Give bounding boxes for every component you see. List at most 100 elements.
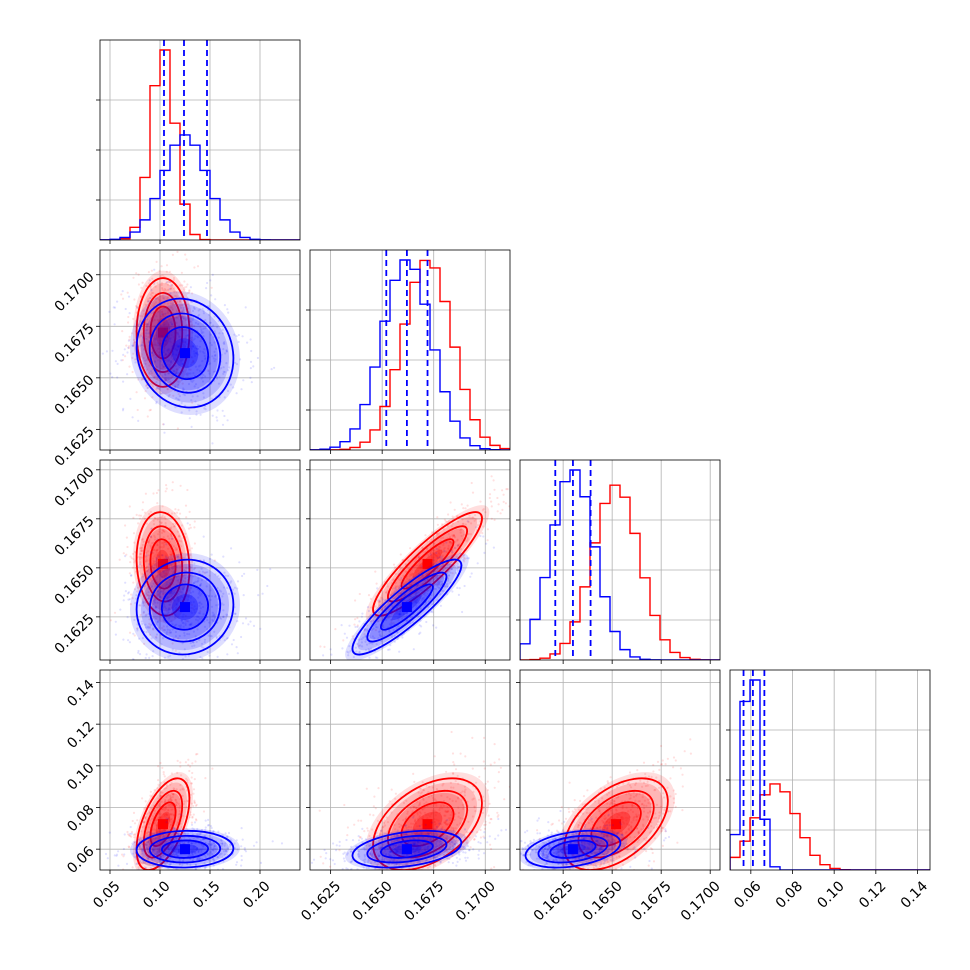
blue-sample-point (384, 604, 387, 608)
red-sample-point (147, 336, 150, 339)
blue-sample-point (376, 587, 379, 590)
blue-sample-point (210, 595, 214, 598)
blue-sample-point (250, 349, 253, 353)
red-sample-point (171, 796, 174, 799)
red-sample-point (459, 529, 462, 532)
red-sample-point (188, 510, 191, 513)
blue-sample-point (448, 574, 451, 577)
red-sample-point (168, 816, 171, 819)
red-sample-point (189, 811, 192, 814)
blue-sample-point (451, 551, 454, 554)
blue-sample-point (177, 351, 181, 354)
blue-sample-point (210, 635, 213, 638)
red-sample-point (416, 813, 419, 816)
blue-sample-point (492, 546, 495, 549)
red-sample-point (140, 547, 143, 551)
red-sample-point (157, 319, 160, 322)
blue-sample-point (143, 848, 146, 852)
red-sample-point (479, 828, 482, 832)
blue-sample-point (163, 829, 166, 832)
blue-sample-point (250, 381, 253, 384)
red-sample-point (128, 338, 131, 341)
red-sample-point (157, 847, 160, 850)
blue-sample-point (202, 309, 205, 313)
red-sample-point (138, 888, 140, 890)
red-sample-point (146, 559, 149, 562)
blue-sample-point (209, 321, 212, 324)
blue-sample-point (411, 598, 414, 602)
blue-sample-point (154, 606, 157, 609)
blue-sample-point (433, 570, 436, 573)
red-sample-point (182, 341, 185, 344)
red-sample-point (366, 624, 369, 627)
blue-sample-point (397, 586, 401, 589)
blue-sample-point (378, 630, 381, 633)
blue-sample-point (193, 608, 196, 611)
blue-sample-point (146, 323, 149, 326)
blue-sample-point (200, 617, 204, 620)
red-sample-point (179, 566, 182, 569)
red-sample-point (142, 821, 145, 824)
red-sample-point (138, 553, 142, 556)
blue-sample-point (183, 597, 186, 600)
blue-sample-point (128, 598, 131, 601)
blue-sample-point (195, 410, 198, 413)
red-sample-point (189, 813, 192, 817)
blue-sample-point (226, 586, 229, 590)
red-sample-point (415, 591, 418, 594)
blue-sample-point (196, 857, 199, 860)
red-sample-point (393, 859, 396, 863)
blue-sample-point (183, 836, 186, 839)
red-sample-point (176, 530, 179, 533)
blue-sample-point (441, 565, 444, 568)
red-sample-point (175, 804, 178, 807)
blue-sample-point (221, 842, 224, 845)
red-sample-point (177, 553, 180, 556)
blue-sample-point (183, 634, 186, 637)
red-sample-point (483, 736, 486, 740)
blue-sample-point (188, 633, 191, 636)
blue-sample-point (112, 306, 115, 309)
blue-sample-point (188, 623, 191, 627)
blue-sample-point (441, 583, 444, 586)
blue-sample-point (234, 361, 237, 364)
red-sample-point (146, 848, 149, 851)
red-sample-point (446, 850, 449, 853)
blue-sample-point (170, 360, 173, 363)
blue-sample-point (161, 576, 164, 579)
red-sample-point (490, 517, 493, 520)
red-sample-point (438, 580, 441, 583)
blue-sample-point (181, 310, 184, 313)
red-sample-point (450, 551, 453, 554)
blue-sample-point (456, 567, 459, 570)
blue-sample-point (145, 308, 149, 311)
red-sample-point (405, 833, 408, 836)
blue-sample-point (150, 527, 153, 530)
red-sample-point (142, 821, 145, 824)
red-sample-point (139, 355, 142, 358)
red-sample-point (437, 532, 440, 536)
blue-sample-point (104, 852, 108, 856)
red-sample-point (490, 847, 493, 851)
red-sample-point (391, 579, 395, 582)
red-sample-point (148, 364, 151, 367)
red-sample-point (161, 310, 164, 313)
red-sample-point (421, 568, 425, 571)
red-sample-point (176, 579, 179, 582)
blue-sample-point (212, 847, 215, 850)
blue-sample-point (184, 655, 187, 658)
red-sample-point (187, 594, 190, 597)
red-sample-point (476, 831, 479, 834)
red-sample-point (393, 858, 396, 861)
red-sample-point (461, 518, 464, 521)
blue-sample-point (148, 563, 151, 566)
blue-sample-point (456, 562, 459, 566)
blue-sample-point (356, 642, 359, 646)
red-sample-point (415, 571, 418, 574)
red-sample-point (176, 832, 179, 835)
blue-sample-point (131, 658, 134, 660)
red-sample-point (430, 557, 433, 560)
red-sample-point (160, 265, 163, 268)
red-sample-point (439, 546, 442, 549)
blue-sample-point (178, 345, 181, 348)
